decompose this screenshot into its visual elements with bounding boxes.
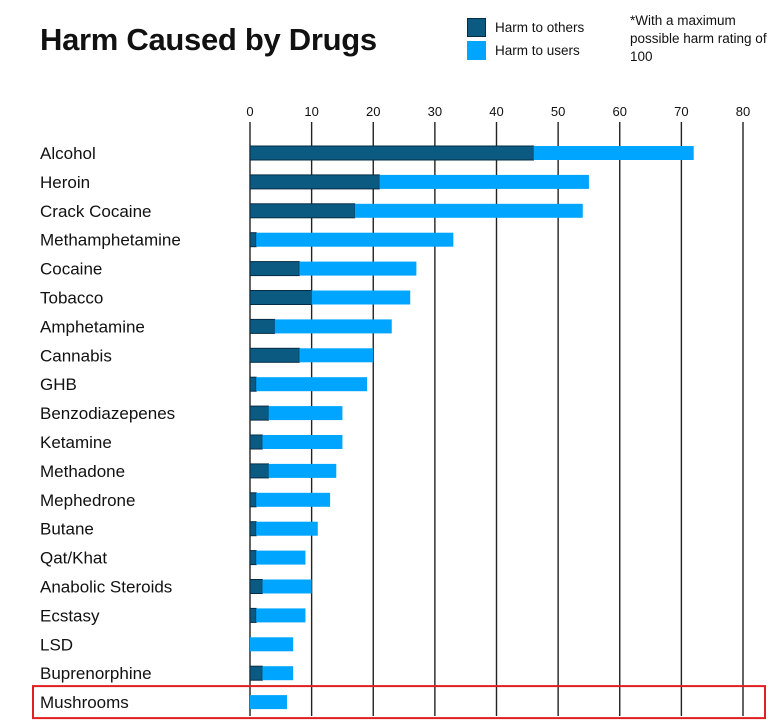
category-label: Qat/Khat bbox=[40, 549, 107, 568]
legend-swatch-others bbox=[467, 18, 486, 37]
legend-item-users: Harm to users bbox=[467, 41, 580, 60]
bar-harm-to-users bbox=[274, 319, 392, 334]
category-label: Tobacco bbox=[40, 289, 103, 308]
bar-harm-to-users bbox=[256, 608, 306, 623]
x-tick-label: 30 bbox=[428, 104, 442, 119]
bar-harm-to-others bbox=[249, 145, 534, 161]
x-tick-label: 70 bbox=[674, 104, 688, 119]
bar-harm-to-users bbox=[268, 406, 343, 421]
category-label: Butane bbox=[40, 520, 94, 539]
bar-harm-to-others bbox=[249, 434, 263, 450]
x-tick-label: 40 bbox=[489, 104, 503, 119]
bar-harm-to-users bbox=[379, 174, 589, 189]
legend-label-others: Harm to others bbox=[495, 20, 585, 35]
category-label: Ketamine bbox=[40, 433, 112, 452]
bar-harm-to-others bbox=[249, 579, 263, 594]
bar-harm-to-users bbox=[256, 521, 318, 536]
x-tick-label: 60 bbox=[613, 104, 627, 119]
bar-harm-to-others bbox=[249, 607, 257, 623]
bar-harm-to-others bbox=[249, 376, 257, 392]
category-label: Anabolic Steroids bbox=[40, 578, 172, 597]
bar-harm-to-others bbox=[249, 521, 257, 537]
category-label: Crack Cocaine bbox=[40, 202, 152, 221]
category-label: Cannabis bbox=[40, 346, 112, 365]
bar-harm-to-others bbox=[249, 318, 276, 334]
bar-harm-to-others bbox=[249, 492, 257, 508]
category-label: Mushrooms bbox=[40, 693, 129, 712]
bar-harm-to-users bbox=[256, 492, 331, 507]
bar-harm-to-users bbox=[354, 203, 583, 218]
legend-swatch-users bbox=[467, 41, 486, 60]
bar-harm-to-others bbox=[249, 174, 380, 190]
x-tick-label: 0 bbox=[246, 104, 253, 119]
bar-harm-to-users bbox=[262, 666, 294, 681]
bar-harm-to-others bbox=[249, 405, 269, 421]
bar-harm-to-users bbox=[299, 261, 417, 276]
category-label: Benzodiazepenes bbox=[40, 404, 175, 423]
bar-harm-to-others bbox=[249, 261, 300, 277]
bar-harm-to-users bbox=[262, 579, 312, 594]
bar-harm-to-others bbox=[249, 290, 313, 305]
bar-harm-to-users bbox=[256, 550, 306, 565]
category-label: Ecstasy bbox=[40, 606, 100, 625]
bar-harm-to-others bbox=[249, 203, 356, 219]
bar-harm-to-others bbox=[249, 665, 263, 681]
bar-harm-to-users bbox=[256, 377, 368, 392]
category-label: Mephedrone bbox=[40, 491, 135, 510]
category-label: Cocaine bbox=[40, 260, 102, 279]
highlight-box bbox=[32, 685, 766, 720]
category-label: Buprenorphine bbox=[40, 664, 152, 683]
x-tick-label: 20 bbox=[366, 104, 380, 119]
category-label: Heroin bbox=[40, 173, 90, 192]
bar-harm-to-others bbox=[249, 347, 300, 363]
category-label: Amphetamine bbox=[40, 317, 145, 336]
bar-harm-to-users bbox=[268, 463, 337, 478]
bar-harm-to-others bbox=[249, 463, 269, 479]
bar-harm-to-users bbox=[262, 435, 343, 449]
category-label: Methadone bbox=[40, 462, 125, 481]
legend-item-others: Harm to others bbox=[467, 18, 584, 37]
bar-harm-to-users bbox=[299, 348, 374, 363]
category-label: LSD bbox=[40, 635, 73, 654]
chart-note: *With a maximum possible harm rating of … bbox=[630, 13, 767, 64]
x-tick-label: 10 bbox=[304, 104, 318, 119]
legend-label-users: Harm to users bbox=[495, 43, 580, 58]
x-tick-label: 80 bbox=[736, 104, 750, 119]
bar-harm-to-users bbox=[256, 232, 454, 247]
category-label: GHB bbox=[40, 375, 77, 394]
category-label: Methamphetamine bbox=[40, 231, 181, 250]
x-tick-label: 50 bbox=[551, 104, 565, 119]
bar-harm-to-users bbox=[250, 695, 287, 710]
bar-harm-to-users bbox=[311, 290, 411, 305]
bar-harm-to-others bbox=[249, 550, 257, 566]
chart-title: Harm Caused by Drugs bbox=[40, 22, 377, 57]
bar-harm-to-others bbox=[249, 232, 257, 248]
bar-harm-to-users bbox=[250, 637, 294, 652]
category-label: Alcohol bbox=[40, 144, 96, 163]
bar-harm-to-users bbox=[533, 146, 694, 160]
